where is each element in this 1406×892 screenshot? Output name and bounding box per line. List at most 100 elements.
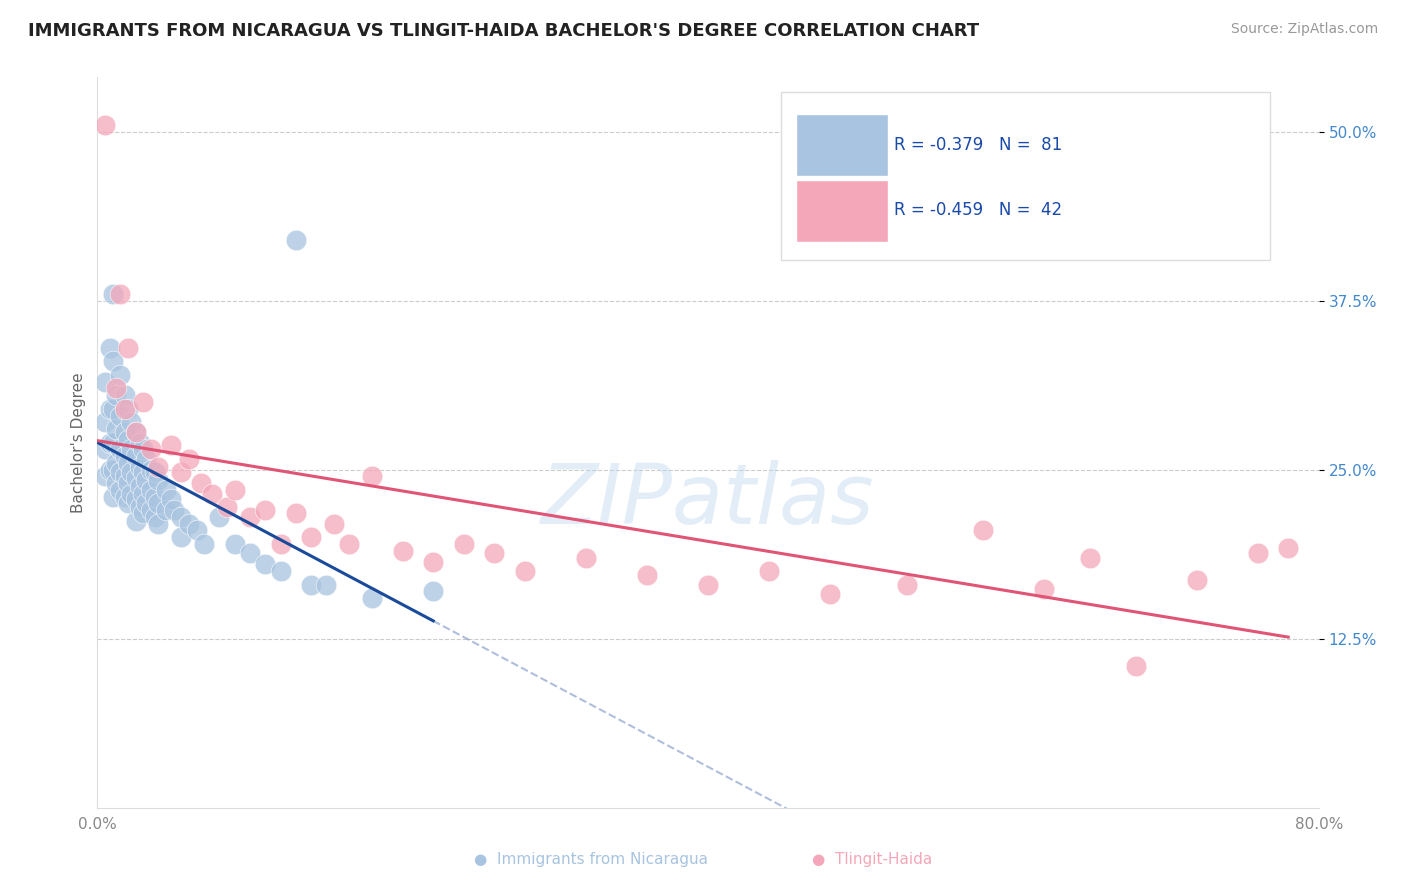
Point bbox=[224, 537, 246, 551]
Point bbox=[254, 503, 277, 517]
Point bbox=[159, 492, 181, 507]
Point bbox=[323, 516, 346, 531]
Point bbox=[104, 382, 127, 396]
Point bbox=[94, 442, 117, 457]
Point bbox=[254, 558, 277, 572]
Point bbox=[129, 459, 152, 474]
Text: ZIPatlas: ZIPatlas bbox=[541, 460, 875, 541]
Point bbox=[132, 395, 155, 409]
Point bbox=[101, 354, 124, 368]
Point bbox=[217, 500, 239, 515]
Point bbox=[177, 516, 200, 531]
Point bbox=[239, 546, 262, 560]
Point bbox=[145, 510, 167, 524]
Point bbox=[284, 506, 307, 520]
Point bbox=[513, 564, 536, 578]
Point bbox=[170, 510, 193, 524]
Point bbox=[575, 550, 598, 565]
Point bbox=[94, 375, 117, 389]
Point bbox=[124, 471, 146, 485]
Point bbox=[1246, 546, 1268, 560]
Point bbox=[120, 465, 142, 479]
Point bbox=[170, 465, 193, 479]
Point bbox=[94, 118, 117, 132]
Point bbox=[148, 516, 170, 531]
Point bbox=[110, 409, 132, 423]
Point bbox=[98, 435, 121, 450]
Text: ●  Immigrants from Nicaragua: ● Immigrants from Nicaragua bbox=[474, 852, 707, 867]
Point bbox=[129, 435, 152, 450]
Point bbox=[135, 451, 157, 466]
Point bbox=[1277, 541, 1299, 555]
FancyBboxPatch shape bbox=[796, 179, 887, 242]
Point bbox=[270, 537, 292, 551]
Point bbox=[110, 465, 132, 479]
Point bbox=[101, 286, 124, 301]
Point bbox=[135, 496, 157, 510]
Point bbox=[186, 524, 208, 538]
Point bbox=[114, 388, 136, 402]
Point bbox=[120, 487, 142, 501]
Point bbox=[120, 415, 142, 429]
Text: R = -0.459   N =  42: R = -0.459 N = 42 bbox=[894, 202, 1062, 219]
Point bbox=[124, 425, 146, 439]
Point bbox=[361, 591, 384, 605]
Point bbox=[132, 465, 155, 479]
Point bbox=[117, 476, 139, 491]
Point bbox=[422, 555, 444, 569]
Point bbox=[94, 469, 117, 483]
Point bbox=[337, 537, 360, 551]
Point bbox=[132, 442, 155, 457]
Point bbox=[120, 442, 142, 457]
Point bbox=[110, 442, 132, 457]
Point bbox=[361, 469, 384, 483]
Point bbox=[124, 514, 146, 528]
Point bbox=[104, 456, 127, 470]
Point bbox=[132, 506, 155, 520]
Point bbox=[170, 530, 193, 544]
Point bbox=[484, 546, 506, 560]
Point bbox=[114, 401, 136, 416]
Point bbox=[110, 368, 132, 382]
Point bbox=[132, 487, 155, 501]
Point bbox=[101, 462, 124, 476]
Point bbox=[315, 577, 337, 591]
Point bbox=[94, 415, 117, 429]
Point bbox=[177, 451, 200, 466]
Point bbox=[114, 469, 136, 483]
Point bbox=[117, 401, 139, 416]
Point bbox=[818, 587, 841, 601]
Point bbox=[117, 456, 139, 470]
Point bbox=[101, 490, 124, 504]
Point bbox=[697, 577, 720, 591]
Point bbox=[129, 479, 152, 493]
Point bbox=[758, 564, 780, 578]
Point bbox=[145, 465, 167, 479]
Point bbox=[1032, 582, 1054, 596]
Point bbox=[299, 577, 322, 591]
Point bbox=[1185, 574, 1208, 588]
Point bbox=[114, 490, 136, 504]
Point bbox=[208, 510, 231, 524]
Point bbox=[896, 577, 918, 591]
FancyBboxPatch shape bbox=[782, 92, 1270, 260]
Point bbox=[104, 422, 127, 436]
Point bbox=[117, 341, 139, 355]
Point bbox=[163, 503, 186, 517]
Text: R = -0.379   N =  81: R = -0.379 N = 81 bbox=[894, 136, 1062, 153]
Point bbox=[155, 483, 177, 497]
Point bbox=[98, 341, 121, 355]
Point bbox=[114, 449, 136, 463]
Point bbox=[155, 503, 177, 517]
Point bbox=[101, 401, 124, 416]
Point bbox=[124, 492, 146, 507]
Point bbox=[110, 286, 132, 301]
Point bbox=[190, 476, 212, 491]
FancyBboxPatch shape bbox=[796, 114, 887, 176]
Point bbox=[193, 537, 215, 551]
Text: ●  Tlingit-Haida: ● Tlingit-Haida bbox=[811, 852, 932, 867]
Point bbox=[270, 564, 292, 578]
Point bbox=[1125, 658, 1147, 673]
Point bbox=[104, 476, 127, 491]
Text: Source: ZipAtlas.com: Source: ZipAtlas.com bbox=[1230, 22, 1378, 37]
